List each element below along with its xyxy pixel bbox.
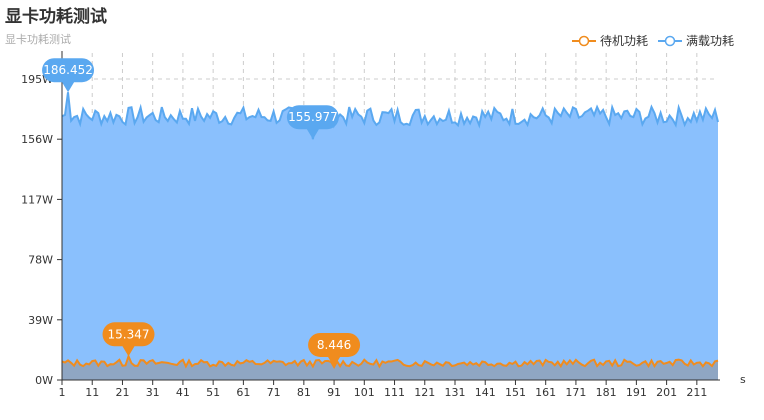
marker-label: 155.977 <box>288 110 338 124</box>
legend-idle-icon <box>571 35 596 46</box>
x-tick-label: 151 <box>505 386 526 399</box>
y-tick-label: 0W <box>35 374 53 387</box>
marker-label: 8.446 <box>317 338 351 352</box>
legend-load-icon <box>657 35 682 46</box>
marker-shape <box>308 332 361 367</box>
marker-pin: 186.452 <box>42 58 95 93</box>
idle-line <box>61 353 719 370</box>
chart-title: 显卡功耗测试 <box>5 7 107 27</box>
legend-item-load[interactable]: 满载功耗 <box>657 32 734 49</box>
legend-load-label: 满载功耗 <box>685 34 734 48</box>
x-tick-label: 11 <box>85 386 99 399</box>
load-line <box>61 92 719 140</box>
x-tick-label: 91 <box>327 386 341 399</box>
x-tick-label: 141 <box>475 386 496 399</box>
x-tick-label: 201 <box>656 386 677 399</box>
x-tick-label: 21 <box>115 386 129 399</box>
idle-area <box>62 356 718 380</box>
x-tick-label: 181 <box>596 386 617 399</box>
legend-item-idle[interactable]: 待机功耗 <box>571 32 648 49</box>
marker-pin: 8.446 <box>308 332 361 367</box>
x-tick-label: 161 <box>535 386 556 399</box>
y-tick-label: 117W <box>21 193 53 206</box>
marker-shape <box>286 105 339 140</box>
legend-idle-label: 待机功耗 <box>599 34 648 48</box>
x-tick-label: 71 <box>267 386 281 399</box>
marker-shape <box>102 322 155 357</box>
x-tick-label: 111 <box>384 386 405 399</box>
x-tick-label: 171 <box>565 386 586 399</box>
x-tick-label: 1 <box>59 386 66 399</box>
load-area <box>62 92 718 380</box>
y-tick-label: 39W <box>28 314 53 327</box>
x-tick-label: 121 <box>414 386 435 399</box>
marker-pin: 155.977 <box>286 105 339 140</box>
x-tick-label: 131 <box>444 386 465 399</box>
marker-pin: 15.347 <box>102 322 155 357</box>
chart-subtitle: 显卡功耗测试 <box>5 33 71 46</box>
x-tick-label: 51 <box>206 386 220 399</box>
x-tick-label: 191 <box>626 386 647 399</box>
marker-label: 15.347 <box>108 327 150 341</box>
legend: 待机功耗 满载功耗 <box>571 32 734 49</box>
x-tick-label: 81 <box>297 386 311 399</box>
x-tick-label: 101 <box>354 386 375 399</box>
x-axis-label: s <box>740 373 746 386</box>
x-tick-label: 61 <box>236 386 250 399</box>
y-tick-label: 156W <box>21 133 53 146</box>
series-areas <box>61 92 719 380</box>
y-tick-label: 78W <box>28 254 53 267</box>
marker-label: 186.452 <box>43 63 93 77</box>
x-tick-label: 31 <box>146 386 160 399</box>
markers: 15.347 8.446 186.452 155.977 <box>42 58 361 367</box>
x-tick-label: 41 <box>176 386 190 399</box>
x-tick-label: 211 <box>686 386 707 399</box>
marker-shape <box>42 58 95 93</box>
